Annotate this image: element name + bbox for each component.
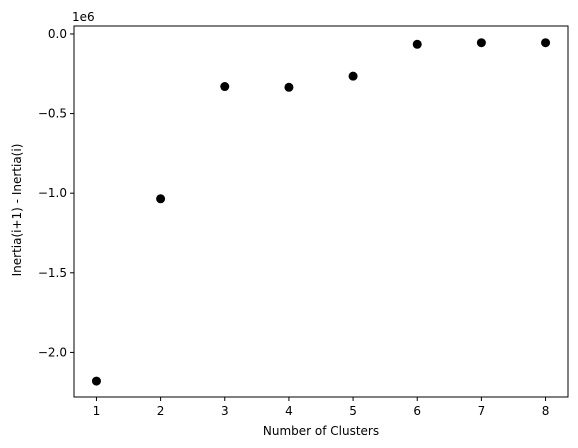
x-tick-label: 6 xyxy=(413,404,421,418)
data-point xyxy=(412,39,422,49)
x-tick-label: 8 xyxy=(542,404,550,418)
x-tick-label: 7 xyxy=(478,404,486,418)
x-axis-label: Number of Clusters xyxy=(263,424,379,438)
x-tick-label: 2 xyxy=(157,404,165,418)
y-tick-label: −0.5 xyxy=(38,107,67,121)
y-tick-label: −1.0 xyxy=(38,186,67,200)
x-tick-label: 4 xyxy=(285,404,293,418)
data-point xyxy=(284,82,294,92)
x-tick-label: 5 xyxy=(349,404,357,418)
y-axis-offset-label: 1e6 xyxy=(72,10,95,24)
data-point xyxy=(91,376,101,386)
x-tick-label: 3 xyxy=(221,404,229,418)
y-axis-label: Inertia(i+1) - Inertia(i) xyxy=(10,144,24,277)
data-points xyxy=(91,38,551,386)
y-tick-label: −1.5 xyxy=(38,266,67,280)
axes: 1 2 3 4 5 6 7 8 −2.0 −1.5 −1.0 −0.5 0.0 xyxy=(38,25,569,418)
data-point xyxy=(220,82,230,92)
data-point xyxy=(348,71,358,81)
x-tick-label: 1 xyxy=(93,404,101,418)
plot-frame xyxy=(73,25,569,398)
data-point xyxy=(541,38,551,48)
y-tick-label: 0.0 xyxy=(48,27,67,41)
data-point xyxy=(476,38,486,48)
data-point xyxy=(156,194,166,204)
y-tick-label: −2.0 xyxy=(38,345,67,359)
